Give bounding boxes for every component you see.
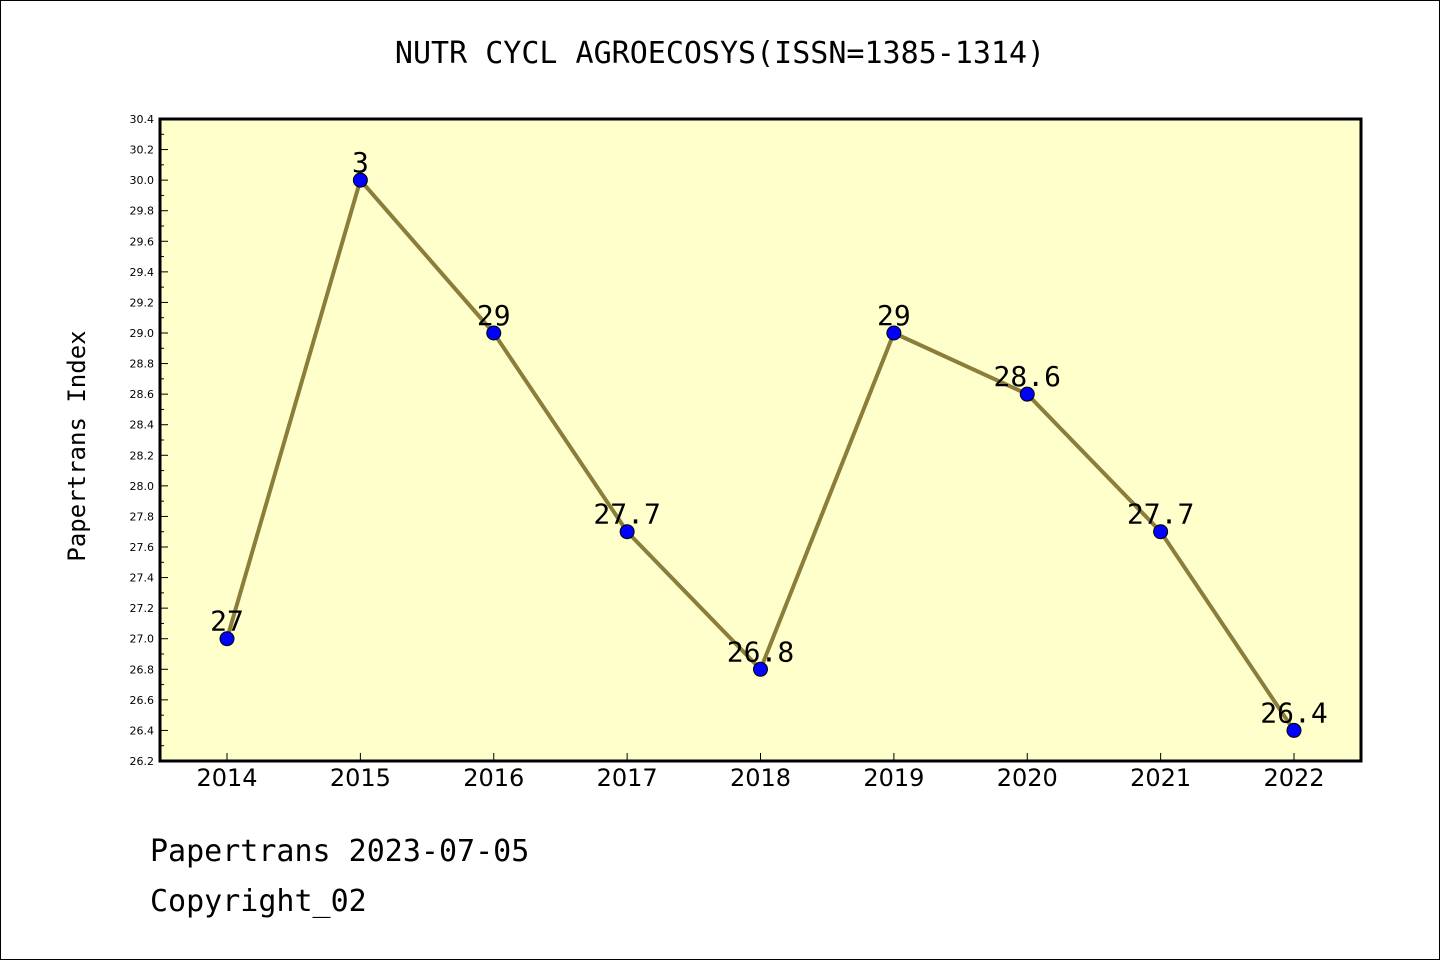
- y-tick-label: 30.0: [130, 174, 155, 187]
- y-tick-label: 26.2: [130, 755, 155, 768]
- y-tick-label: 28.8: [130, 358, 155, 371]
- y-axis: 26.2 26.4 26.6 26.8 27.0 27.2 27.4 27.6 27.8 28.0…: [130, 113, 168, 768]
- y-tick-label: 27.8: [130, 510, 155, 523]
- y-tick-label: 29.2: [130, 296, 155, 309]
- data-point: [219, 631, 235, 647]
- y-tick-label: 26.6: [130, 694, 155, 707]
- data-points: [219, 172, 1302, 738]
- y-tick-label: 29.0: [130, 327, 155, 340]
- data-point: [486, 325, 502, 341]
- data-point: [1286, 722, 1302, 738]
- data-label: 28.6: [994, 360, 1061, 393]
- data-label: 3: [352, 146, 369, 179]
- y-tick-label: 27.4: [130, 572, 155, 585]
- x-tick-label: 2021: [1130, 764, 1191, 792]
- x-tick-label: 2017: [597, 764, 658, 792]
- data-label: 29: [877, 299, 911, 332]
- data-label: 26.4: [1260, 696, 1327, 729]
- x-tick-label: 2015: [330, 764, 391, 792]
- plot-area: [158, 117, 1363, 763]
- data-label: 26.8: [727, 635, 794, 668]
- data-label: 27.7: [593, 498, 660, 531]
- y-tick-label: 28.0: [130, 480, 155, 493]
- data-labels: 27 3 29 27.7 26.8 29 28.6 27.7 26.4: [210, 146, 1328, 729]
- y-tick-label: 27.0: [130, 633, 155, 646]
- y-tick-label: 26.4: [130, 724, 155, 737]
- data-point: [886, 325, 902, 341]
- data-point: [619, 524, 635, 540]
- y-tick-label: 30.4: [130, 113, 155, 126]
- x-tick-label: 2020: [997, 764, 1058, 792]
- x-tick-label: 2016: [463, 764, 524, 792]
- x-tick-label: 2022: [1263, 764, 1324, 792]
- y-tick-label: 28.4: [130, 419, 155, 432]
- x-axis: 2014 2015 2016 2017 2018 2019 2020 2021 2022: [196, 753, 1325, 792]
- y-tick-label: 29.4: [130, 266, 155, 279]
- footer-copyright-label: Copyright_02: [150, 884, 367, 919]
- data-label: 27.7: [1127, 498, 1194, 531]
- y-tick-label: 27.2: [130, 602, 155, 615]
- data-label: 29: [477, 299, 511, 332]
- y-tick-label: 28.2: [130, 449, 155, 462]
- data-point: [1019, 386, 1035, 402]
- data-label: 27: [210, 605, 244, 638]
- y-tick-label: 29.8: [130, 205, 155, 218]
- y-tick-label: 30.2: [130, 144, 155, 157]
- y-tick-label: 28.6: [130, 388, 155, 401]
- y-tick-label: 26.8: [130, 663, 155, 676]
- x-tick-label: 2014: [196, 764, 257, 792]
- y-tick-label: 29.6: [130, 235, 155, 248]
- y-tick-label: 27.6: [130, 541, 155, 554]
- footer-date-label: Papertrans 2023-07-05: [150, 834, 530, 869]
- data-point: [352, 172, 368, 188]
- data-point: [1153, 524, 1169, 540]
- x-tick-label: 2019: [863, 764, 924, 792]
- chart-title: NUTR CYCL AGROECOSYS(ISSN=1385-1314): [394, 36, 1046, 71]
- data-point: [753, 661, 768, 677]
- x-tick-label: 2018: [730, 764, 791, 792]
